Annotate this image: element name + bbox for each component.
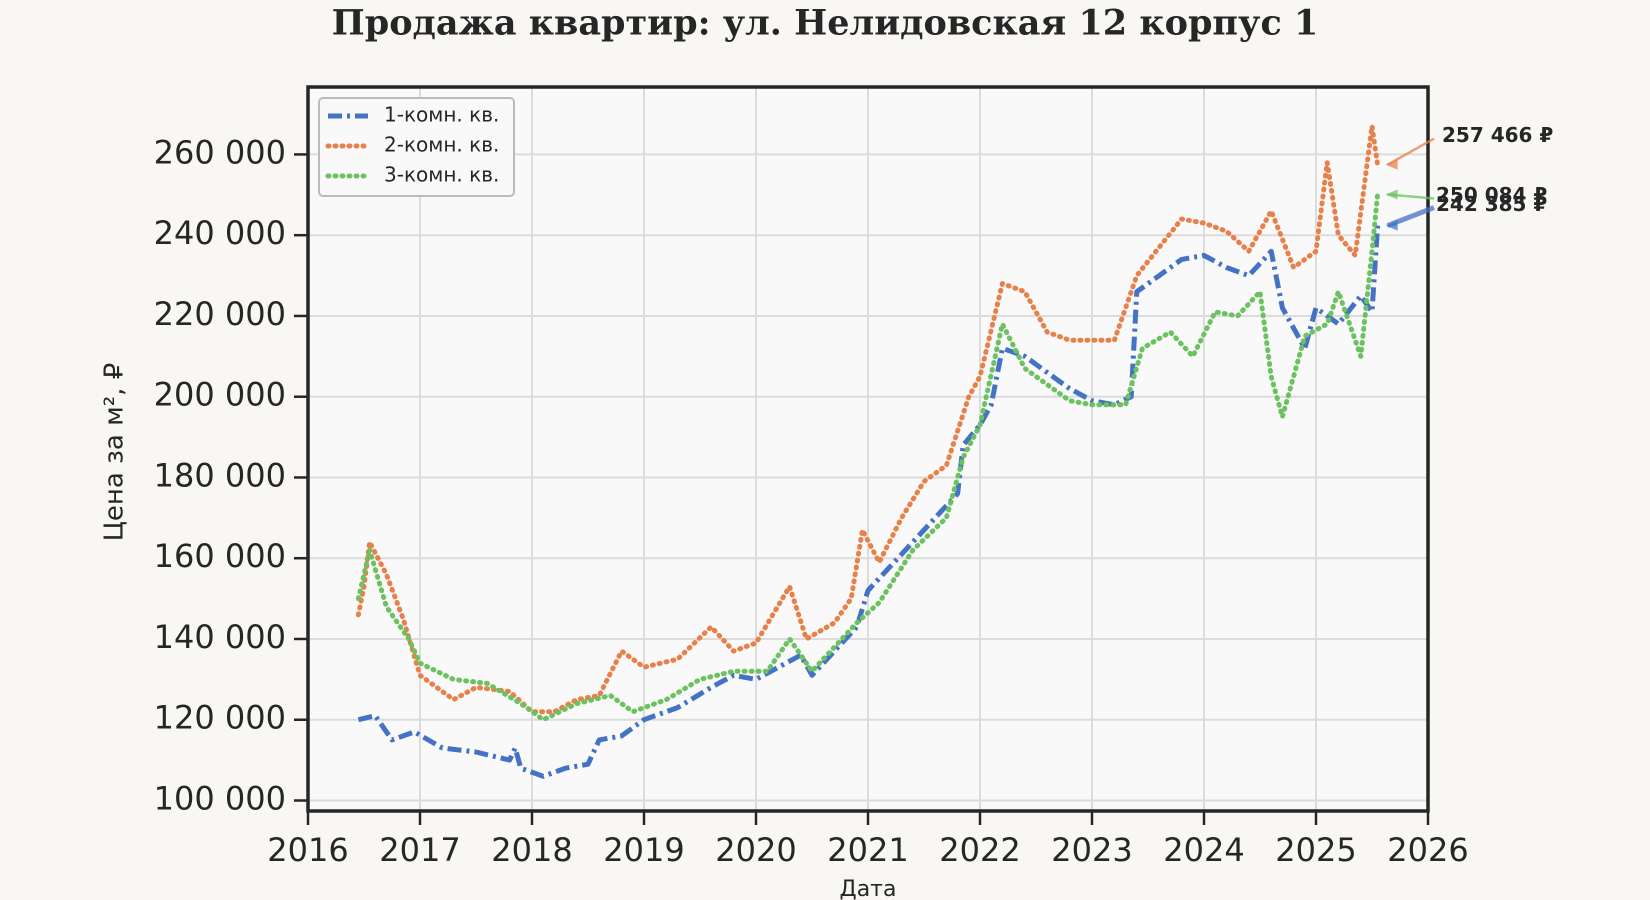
x-tick-label: 2020: [715, 831, 796, 869]
series-line: [355, 123, 1381, 715]
x-tick-label: 2022: [939, 831, 1020, 869]
x-tick-label: 2024: [1163, 831, 1244, 869]
y-tick-label: 100 000: [154, 780, 286, 818]
x-tick-label: 2018: [491, 831, 572, 869]
annotation-label: 257 466 ₽: [1442, 123, 1553, 147]
series-line: [357, 225, 1381, 779]
legend-label: 1-комн. кв.: [384, 103, 499, 127]
y-tick-label: 240 000: [154, 214, 286, 252]
annotation-arrowhead: [1385, 189, 1398, 200]
y-tick-label: 180 000: [154, 456, 286, 494]
legend-box: [318, 97, 515, 197]
y-tick-label: 140 000: [154, 618, 286, 656]
y-tick-label: 260 000: [154, 133, 286, 171]
x-tick-label: 2025: [1275, 831, 1356, 869]
annotation-arrowhead: [1385, 220, 1398, 231]
annotation-label: 250 084 ₽: [1436, 183, 1547, 207]
x-axis-label: Дата: [840, 877, 897, 900]
legend: 1-комн. кв. 2-комн. кв. 3-комн. кв.: [318, 97, 515, 197]
y-axis-label: Цена за м², ₽: [100, 363, 130, 542]
legend-label: 3-комн. кв.: [384, 163, 499, 187]
y-tick-label: 160 000: [154, 537, 286, 575]
x-tick-label: 2021: [827, 831, 908, 869]
y-tick-label: 220 000: [154, 295, 286, 333]
annotation-arrow: [1386, 137, 1435, 166]
y-tick-label: 200 000: [154, 376, 286, 414]
x-tick-label: 2016: [267, 831, 348, 869]
x-tick-label: 2023: [1051, 831, 1132, 869]
x-tick-label: 2017: [379, 831, 460, 869]
y-tick-label: 120 000: [154, 699, 286, 737]
x-tick-label: 2019: [603, 831, 684, 869]
annotation-arrowhead: [1385, 159, 1398, 170]
plot-frame: [306, 85, 1430, 813]
x-tick-label: 2026: [1387, 831, 1468, 869]
legend-label: 2-комн. кв.: [384, 133, 499, 157]
chart-title: Продажа квартир: ул. Нелидовская 12 корп…: [332, 3, 1319, 44]
annotation-label: 242 385 ₽: [1436, 192, 1547, 216]
series-line: [355, 192, 1381, 723]
